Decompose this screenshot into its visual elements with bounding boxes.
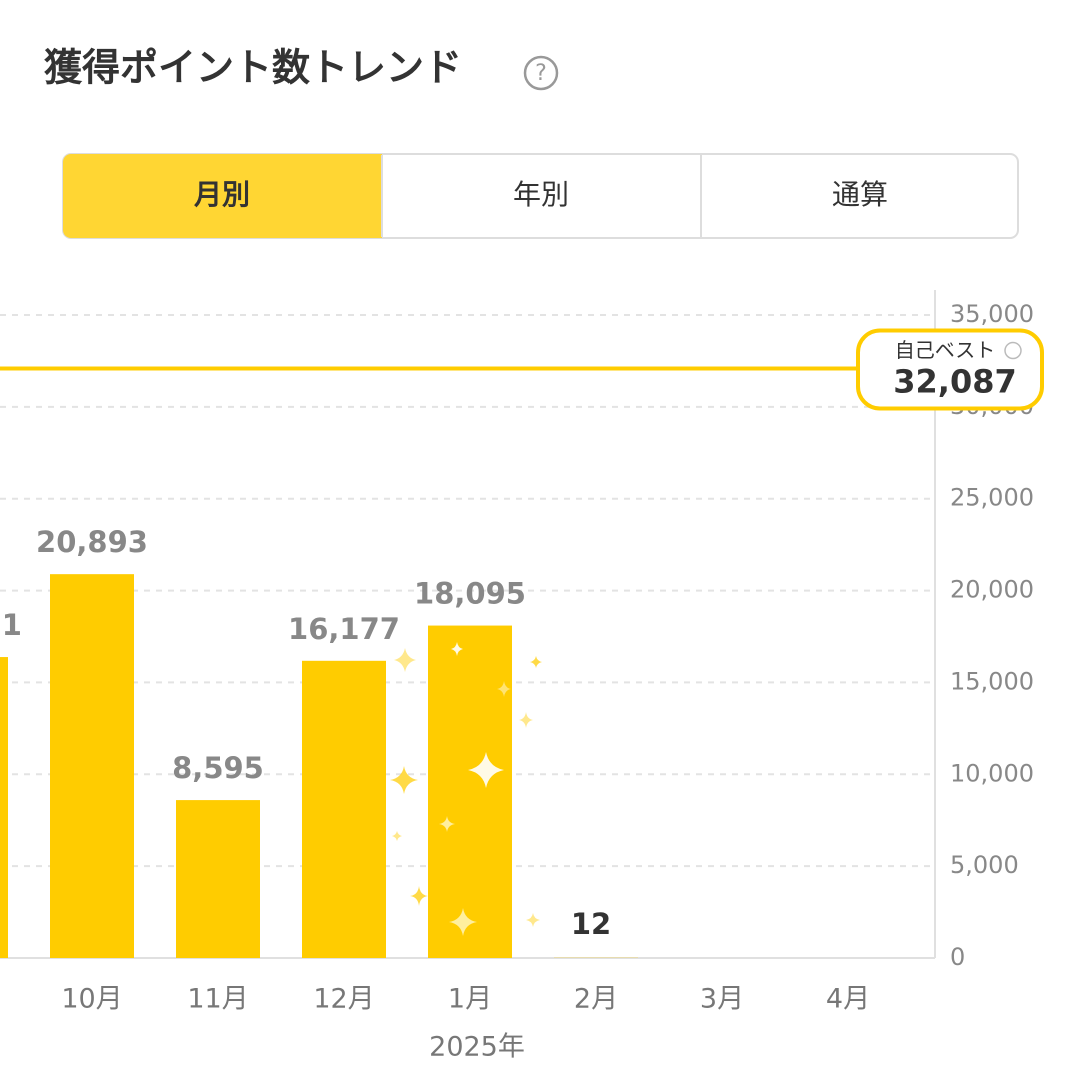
x-tick-label: 10月 <box>61 984 122 1015</box>
y-tick-label: 20,000 <box>950 576 1034 604</box>
sparkles <box>390 642 542 936</box>
data-label: 16,177 <box>288 612 400 646</box>
x-tick-label: 1月 <box>448 984 492 1015</box>
tab-selected-bg <box>63 154 382 238</box>
bar <box>302 660 386 958</box>
x-sublabel: 2025年 <box>429 1032 525 1063</box>
svg-text:?: ? <box>535 61 547 86</box>
best-value: 32,087 <box>893 363 1016 401</box>
bar <box>428 625 512 958</box>
data-label: 18,095 <box>414 577 526 611</box>
x-tick-label: 2月 <box>574 984 618 1015</box>
y-tick-label: 15,000 <box>950 667 1034 695</box>
help-icon[interactable]: ? <box>523 55 559 91</box>
y-tick-label: 35,000 <box>950 300 1034 328</box>
page-title: 獲得ポイント数トレンド <box>44 46 462 90</box>
tab[interactable]: 年別 <box>513 178 569 211</box>
data-label: 8,595 <box>172 751 264 785</box>
y-tick-label: 25,000 <box>950 484 1034 512</box>
x-tick-label: 11月 <box>187 984 248 1015</box>
bar <box>0 657 8 958</box>
data-label: 20,893 <box>36 525 148 559</box>
bar <box>176 800 260 958</box>
data-label: 16,381 <box>0 608 22 642</box>
data-label: 12 <box>571 907 611 941</box>
y-tick-label: 5,000 <box>950 851 1019 879</box>
best-label: 自己ベスト <box>895 338 995 362</box>
tab-bar: 月別 年別 通算 <box>62 153 1019 239</box>
bar <box>50 574 134 958</box>
x-tick-label: 4月 <box>826 984 870 1015</box>
tab[interactable]: 通算 <box>832 178 888 211</box>
chart: 05,00010,00015,00020,00025,00030,00035,0… <box>0 290 1044 1063</box>
x-tick-label: 12月 <box>313 984 374 1015</box>
tab[interactable]: 月別 <box>193 178 250 211</box>
best-help-icon <box>1004 341 1022 360</box>
best-badge <box>856 328 1044 411</box>
y-tick-label: 10,000 <box>950 759 1034 787</box>
x-tick-label: 3月 <box>700 984 744 1015</box>
y-tick-label: 0 <box>950 943 965 971</box>
